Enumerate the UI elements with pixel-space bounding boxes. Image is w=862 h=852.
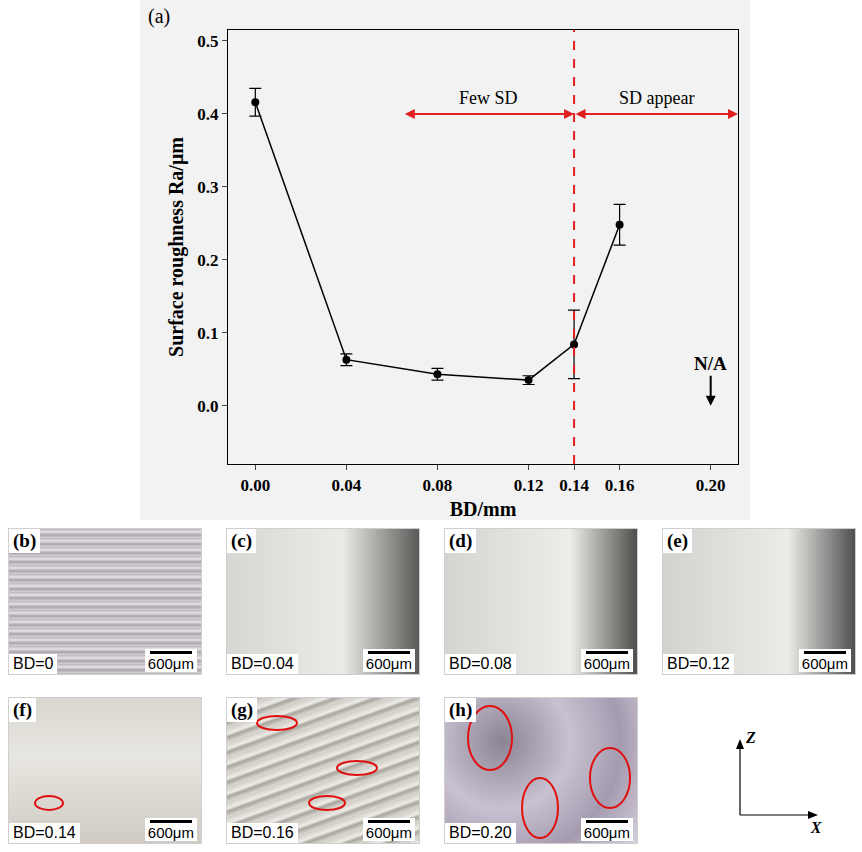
- svg-text:Z: Z: [745, 729, 756, 746]
- html-text:BD=0.20: BD=0.20: [449, 824, 512, 841]
- svg-text:0.0: 0.0: [197, 397, 218, 416]
- svg-text:N/A: N/A: [694, 353, 727, 374]
- svg-text:(a): (a): [148, 5, 170, 28]
- svg-text:0.1: 0.1: [197, 324, 218, 343]
- svg-text:0.5: 0.5: [197, 32, 218, 51]
- html-text:600μm: 600μm: [801, 655, 848, 672]
- svg-text:0.00: 0.00: [240, 476, 270, 495]
- html-text:600μm: 600μm: [583, 824, 630, 841]
- svg-text:0.4: 0.4: [197, 105, 219, 124]
- svg-text:BD/mm: BD/mm: [450, 498, 517, 520]
- html-text:(f): (f): [13, 699, 32, 720]
- html-text:(d): (d): [449, 530, 473, 551]
- svg-text:SD appear: SD appear: [619, 88, 694, 108]
- html-text:(g): (g): [231, 699, 254, 720]
- svg-text:0.20: 0.20: [696, 476, 726, 495]
- html-text:600μm: 600μm: [147, 655, 194, 672]
- svg-text:Few SD: Few SD: [459, 88, 518, 108]
- html-text:(c): (c): [231, 530, 253, 551]
- html-text:BD=0.04: BD=0.04: [231, 655, 294, 672]
- html-text:600μm: 600μm: [583, 655, 630, 672]
- html-text:BD=0.12: BD=0.12: [667, 655, 730, 672]
- html-text:(e): (e): [667, 530, 689, 551]
- html-text:600μm: 600μm: [365, 655, 412, 672]
- html-text:600μm: 600μm: [365, 824, 412, 841]
- svg-text:0.2: 0.2: [197, 251, 218, 270]
- html-text:BD=0.14: BD=0.14: [13, 824, 76, 841]
- svg-text:0.16: 0.16: [605, 476, 635, 495]
- svg-text:Surface roughness Ra/μm: Surface roughness Ra/μm: [165, 137, 188, 357]
- html-text:600μm: 600μm: [147, 824, 194, 841]
- svg-text:X: X: [810, 819, 822, 835]
- svg-text:0.08: 0.08: [423, 476, 453, 495]
- html-text:BD=0: BD=0: [13, 655, 54, 672]
- html-text:BD=0.16: BD=0.16: [231, 824, 294, 841]
- svg-text:0.3: 0.3: [197, 178, 218, 197]
- svg-text:0.12: 0.12: [514, 476, 544, 495]
- svg-text:0.04: 0.04: [332, 476, 362, 495]
- html-text:(b): (b): [13, 530, 37, 551]
- html-text:BD=0.08: BD=0.08: [449, 655, 512, 672]
- html-text:(h): (h): [449, 699, 473, 720]
- svg-text:0.14: 0.14: [559, 476, 589, 495]
